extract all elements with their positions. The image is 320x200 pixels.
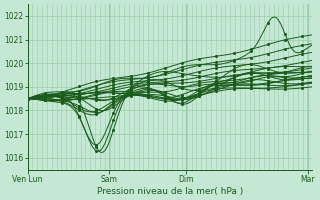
X-axis label: Pression niveau de la mer( hPa ): Pression niveau de la mer( hPa ) [97, 187, 243, 196]
